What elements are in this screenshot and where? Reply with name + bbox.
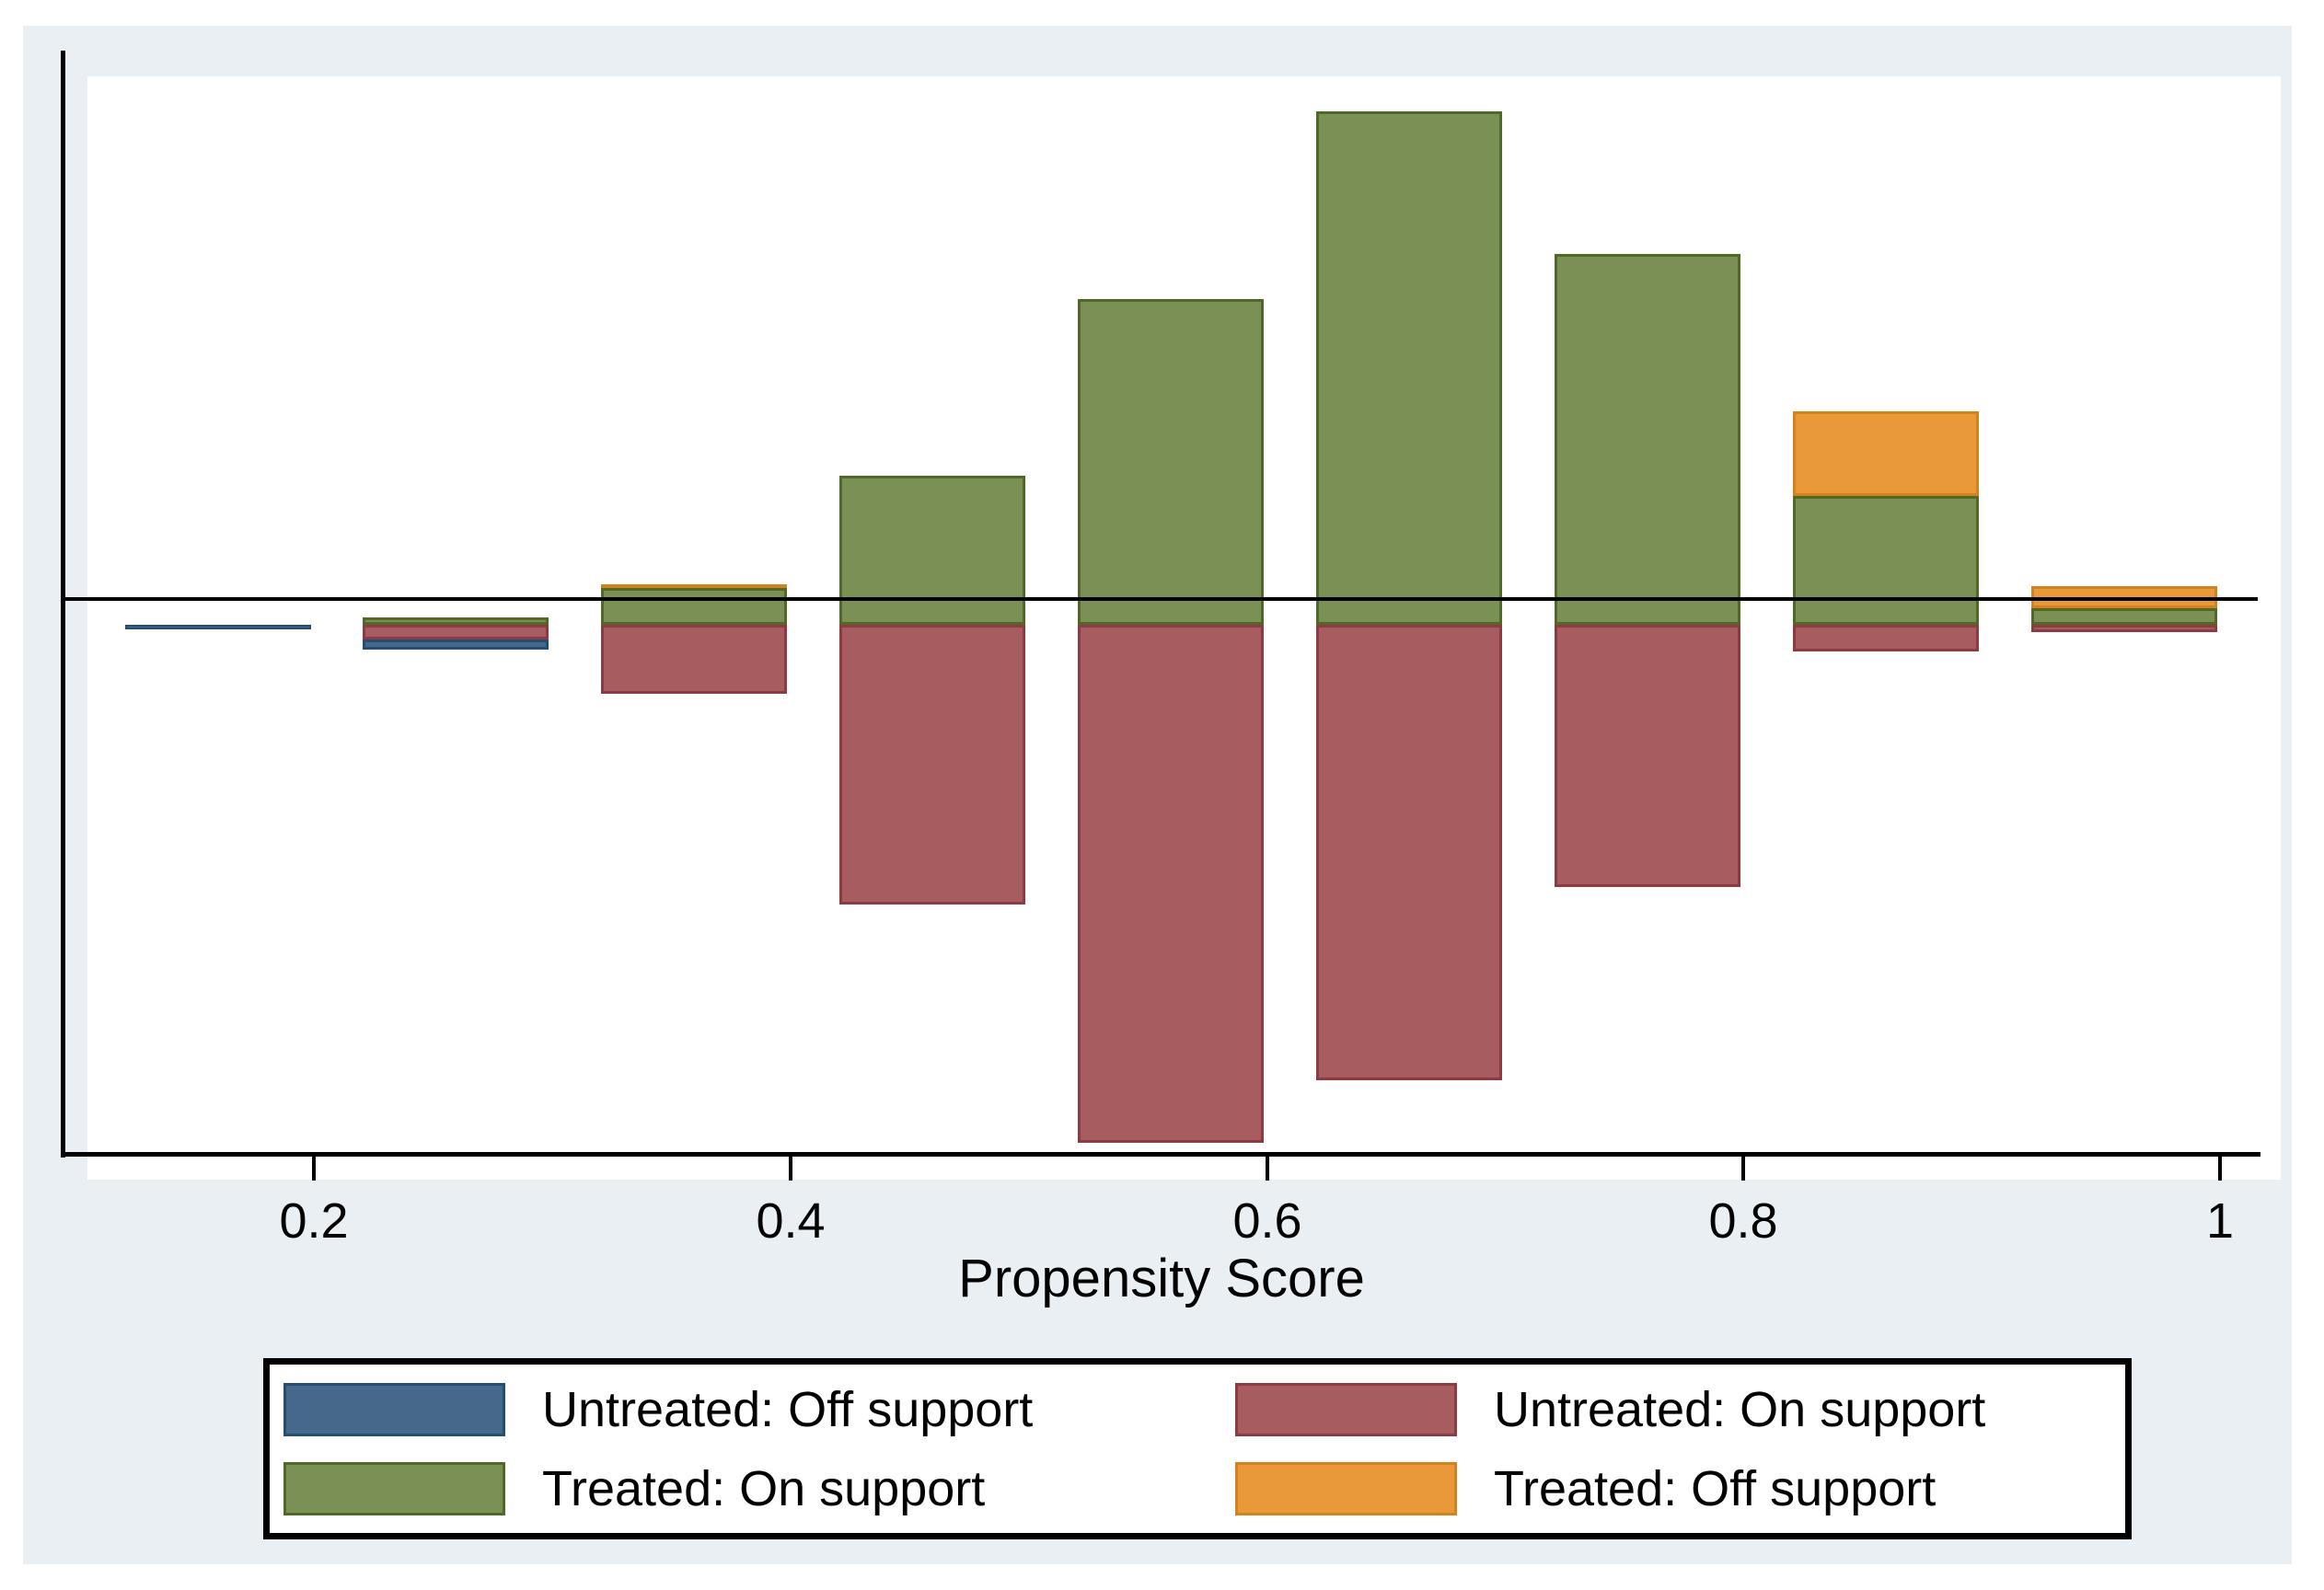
bar-segment-untreated-on-support xyxy=(363,625,549,639)
x-tick-label: 0.4 xyxy=(756,1193,826,1249)
bar-segment-treated-on-support xyxy=(1793,496,1979,625)
x-tick-label: 1 xyxy=(2205,1193,2235,1249)
bar-segment-treated-on-support xyxy=(2031,608,2217,625)
bar-segment-treated-on-support xyxy=(1316,111,1502,625)
bar-segment-treated-off-support xyxy=(601,584,787,588)
bar-segment-treated-on-support xyxy=(1555,254,1740,625)
x-axis-title: Propensity Score xyxy=(958,1249,1365,1308)
x-tick-label: 0.8 xyxy=(1708,1193,1778,1249)
x-axis-tick xyxy=(2218,1157,2222,1181)
bar-segment-untreated-on-support xyxy=(1078,625,1264,1143)
bar-segment-treated-on-support xyxy=(839,476,1025,625)
bar-segment-untreated-on-support xyxy=(1793,625,1979,651)
bar-segment-treated-on-support xyxy=(601,588,787,625)
x-axis-line xyxy=(61,1152,2260,1157)
legend-item-treated-on: Treated: On support xyxy=(283,1460,1197,1517)
bar-segment-untreated-on-support xyxy=(601,625,787,694)
legend-label: Untreated: Off support xyxy=(542,1381,1034,1437)
x-axis-tick xyxy=(1741,1157,1745,1181)
legend-box: Untreated: Off support Untreated: On sup… xyxy=(263,1358,2132,1539)
plot-region xyxy=(87,76,2281,1180)
legend-label: Treated: Off support xyxy=(1494,1460,1937,1516)
bar-segment-treated-off-support xyxy=(1793,411,1979,496)
bar-segment-untreated-on-support xyxy=(1555,625,1740,887)
legend-item-untreated-off: Untreated: Off support xyxy=(283,1381,1197,1438)
graph-canvas: 0.2 0.4 0.6 0.8 1 Propensity Score Untreated… xyxy=(23,26,2292,1564)
untreated-off-support-swatch xyxy=(283,1382,505,1436)
bar-segment-untreated-on-support xyxy=(1316,625,1502,1080)
x-tick-label: 0.2 xyxy=(279,1193,349,1249)
bar-segment-untreated-off-support xyxy=(125,625,311,629)
bar-segment-treated-on-support xyxy=(1078,299,1264,625)
legend-item-untreated-on: Untreated: On support xyxy=(1235,1381,2125,1438)
bar-segment-untreated-off-support xyxy=(363,639,549,650)
y-axis-line xyxy=(61,51,65,1158)
legend-label: Treated: On support xyxy=(542,1460,986,1516)
x-tick-label: 0.6 xyxy=(1232,1193,1302,1249)
bar-segment-untreated-on-support xyxy=(2031,625,2217,632)
treated-off-support-swatch xyxy=(1235,1461,1457,1515)
x-axis-tick xyxy=(789,1157,792,1181)
x-axis-tick xyxy=(312,1157,316,1181)
bar-segment-treated-on-support xyxy=(363,617,549,625)
legend-label: Untreated: On support xyxy=(1494,1381,1986,1437)
legend-item-treated-off: Treated: Off support xyxy=(1235,1460,2125,1517)
x-axis-tick xyxy=(1266,1157,1269,1181)
untreated-on-support-swatch xyxy=(1235,1382,1457,1436)
bar-segment-untreated-on-support xyxy=(839,625,1025,904)
zero-line xyxy=(63,597,2258,601)
treated-on-support-swatch xyxy=(283,1461,505,1515)
